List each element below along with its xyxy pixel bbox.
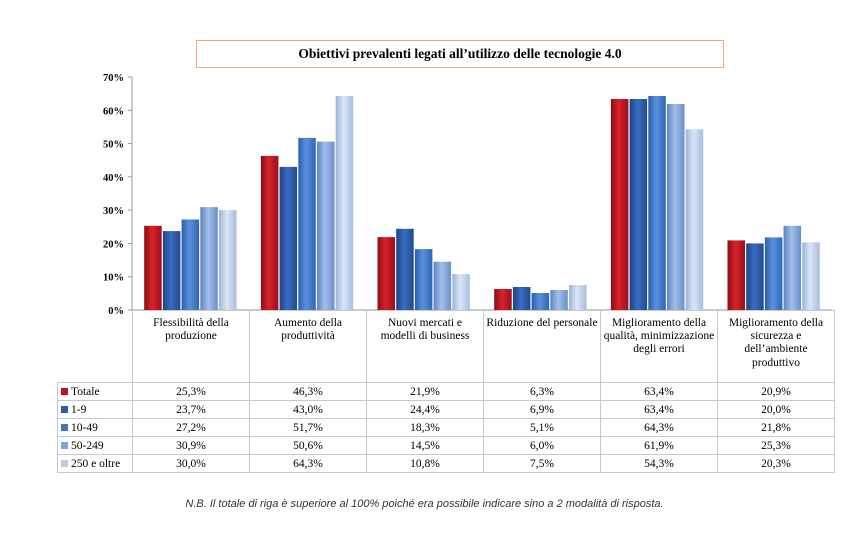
value-cell: 6,0% [483,436,601,455]
bar-Totale [494,289,512,310]
series-name: 50-249 [71,439,104,452]
series-name: 1-9 [71,403,87,416]
legend-swatch [61,424,68,432]
bar-50-249 [200,207,218,310]
value-cell: 21,8% [717,418,835,437]
bar-250-e-oltre [802,242,820,310]
category-label: Miglioramento della sicurezza e dell’amb… [717,310,835,383]
legend-entry: 50-249 [57,436,133,455]
bar-Totale [727,240,745,310]
table-row: 1-9 23,7% 43,0% 24,4% 6,9% 63,4% 20,0% [57,400,835,419]
bar-10-49 [298,137,316,310]
value-cell: 20,3% [717,454,835,473]
bar-10-49 [531,293,550,310]
value-cell: 18,3% [366,418,484,437]
table-row: Totale 25,3% 46,3% 21,9% 6,3% 63,4% 20,9… [57,382,835,401]
table-row: 50-249 30,9% 50,6% 14,5% 6,0% 61,9% 25,3… [57,436,835,455]
bar-50-249 [667,104,685,310]
value-cell: 25,3% [717,436,835,455]
bar-250-e-oltre [569,285,587,310]
value-cell: 46,3% [249,382,367,401]
legend-entry: 10-49 [57,418,133,437]
bar-250-e-oltre [685,129,704,310]
value-cell: 30,0% [132,454,250,473]
bar-1-9 [162,231,181,310]
chart-title: Obiettivi prevalenti legati all’utilizzo… [196,40,724,68]
bar-1-9 [279,166,298,310]
value-cell: 6,3% [483,382,601,401]
bar-10-49 [764,237,783,310]
legend-swatch [61,406,68,414]
y-tick-label: 50% [103,140,124,151]
data-table: Flessibilità della produzione Aumento de… [57,310,835,473]
y-tick-label: 30% [103,206,124,217]
series-name: 250 e oltre [71,457,121,470]
value-cell: 63,4% [600,382,718,401]
legend-entry: Totale [57,382,133,401]
series-name: Totale [71,385,100,398]
value-cell: 20,0% [717,400,835,419]
y-tick-label: 40% [103,173,124,184]
value-cell: 43,0% [249,400,367,419]
legend-swatch [61,460,68,468]
y-tick-label: 60% [103,106,124,117]
category-header-row: Flessibilità della produzione Aumento de… [57,310,835,383]
value-cell: 24,4% [366,400,484,419]
value-cell: 14,5% [366,436,484,455]
bar-1-9 [629,99,648,310]
value-cell: 7,5% [483,454,601,473]
bar-Totale [610,99,629,310]
value-cell: 25,3% [132,382,250,401]
table-row: 10-49 27,2% 51,7% 18,3% 5,1% 64,3% 21,8% [57,418,835,437]
value-cell: 30,9% [132,436,250,455]
value-cell: 21,9% [366,382,484,401]
bar-50-249 [317,141,335,310]
value-cell: 10,8% [366,454,484,473]
legend-entry: 1-9 [57,400,133,419]
bar-50-249 [550,290,568,310]
series-name: 10-49 [71,421,98,434]
value-cell: 61,9% [600,436,718,455]
bar-50-249 [783,225,802,310]
bar-10-49 [181,219,200,310]
category-label: Miglioramento della qualità, minimizzazi… [600,310,718,383]
value-cell: 5,1% [483,418,601,437]
y-tick-label: 10% [103,273,124,284]
bar-250-e-oltre [452,274,470,310]
value-cell: 6,9% [483,400,601,419]
bar-10-49 [648,96,666,310]
value-cell: 50,6% [249,436,367,455]
table-corner [57,310,133,383]
bar-10-49 [414,249,433,310]
legend-entry: 250 e oltre [57,454,133,473]
bars [144,96,820,310]
bar-1-9 [746,243,764,310]
value-cell: 54,3% [600,454,718,473]
bar-250-e-oltre [335,96,354,310]
value-cell: 64,3% [249,454,367,473]
value-cell: 63,4% [600,400,718,419]
category-label: Riduzione del personale [483,310,601,383]
footnote: N.B. Il totale di riga è superiore al 10… [185,498,664,510]
table-row: 250 e oltre 30,0% 64,3% 10,8% 7,5% 54,3%… [57,454,835,473]
value-cell: 23,7% [132,400,250,419]
value-cell: 64,3% [600,418,718,437]
legend-swatch [61,442,68,450]
value-cell: 27,2% [132,418,250,437]
y-tick-label: 20% [103,239,124,250]
bar-Totale [377,237,395,310]
category-label: Flessibilità della produzione [132,310,250,383]
bar-250-e-oltre [219,210,237,310]
bar-1-9 [396,228,414,310]
bar-1-9 [512,287,531,310]
bar-Totale [144,225,162,310]
bar-50-249 [433,261,452,310]
value-cell: 51,7% [249,418,367,437]
bar-Totale [260,155,279,310]
category-label: Nuovi mercati e modelli di business [366,310,484,383]
value-cell: 20,9% [717,382,835,401]
legend-swatch [61,388,68,396]
y-tick-label: 70% [103,73,124,84]
category-label: Aumento della produttività [249,310,367,383]
